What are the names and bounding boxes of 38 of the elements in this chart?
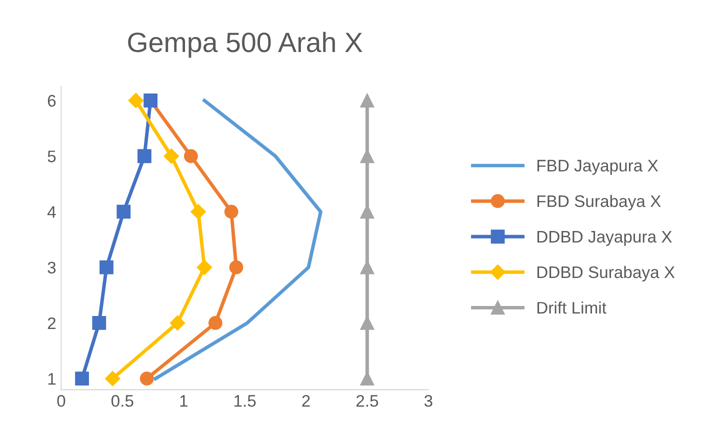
point bbox=[190, 204, 206, 220]
point bbox=[229, 260, 244, 274]
point bbox=[116, 204, 131, 219]
point bbox=[184, 149, 198, 164]
legend-label: Drift Limit bbox=[537, 301, 606, 314]
y-tick-label: 6 bbox=[48, 94, 56, 107]
point bbox=[196, 260, 212, 275]
chart-title: Gempa 500 Arah X bbox=[128, 32, 362, 58]
x-tick-label: 1 bbox=[180, 395, 188, 407]
line-series bbox=[154, 98, 322, 380]
point bbox=[224, 204, 238, 219]
y-tick-label: 3 bbox=[48, 262, 56, 274]
point bbox=[360, 94, 374, 108]
x-tick-label: 0.5 bbox=[111, 395, 134, 407]
y-tick-label: 4 bbox=[47, 206, 56, 218]
x-tick-label: 2 bbox=[302, 395, 310, 407]
x-tick-label: 3 bbox=[424, 395, 432, 407]
point bbox=[92, 316, 106, 330]
point bbox=[105, 371, 120, 386]
point bbox=[140, 372, 154, 386]
y-tick-label: 2 bbox=[48, 317, 56, 329]
x-tick-label: 0 bbox=[57, 395, 66, 407]
legend-label: DDBD Surabaya X bbox=[537, 266, 675, 282]
point bbox=[208, 316, 222, 330]
x-tick-label: 2.5 bbox=[356, 395, 378, 407]
point bbox=[128, 92, 144, 108]
y-tick-label: 1 bbox=[48, 373, 56, 385]
legend-label: FBD Jayapura X bbox=[537, 160, 658, 175]
point bbox=[100, 260, 114, 274]
point bbox=[137, 149, 152, 164]
point bbox=[360, 316, 374, 330]
x-tick-label: 1.5 bbox=[234, 395, 256, 407]
y-tick-label: 5 bbox=[48, 150, 56, 162]
legend-label: FBD Surabaya X bbox=[537, 194, 661, 210]
point bbox=[170, 315, 186, 331]
legend-label: DDBD Jayapura X bbox=[537, 230, 672, 246]
point bbox=[75, 372, 89, 386]
point bbox=[164, 148, 179, 164]
